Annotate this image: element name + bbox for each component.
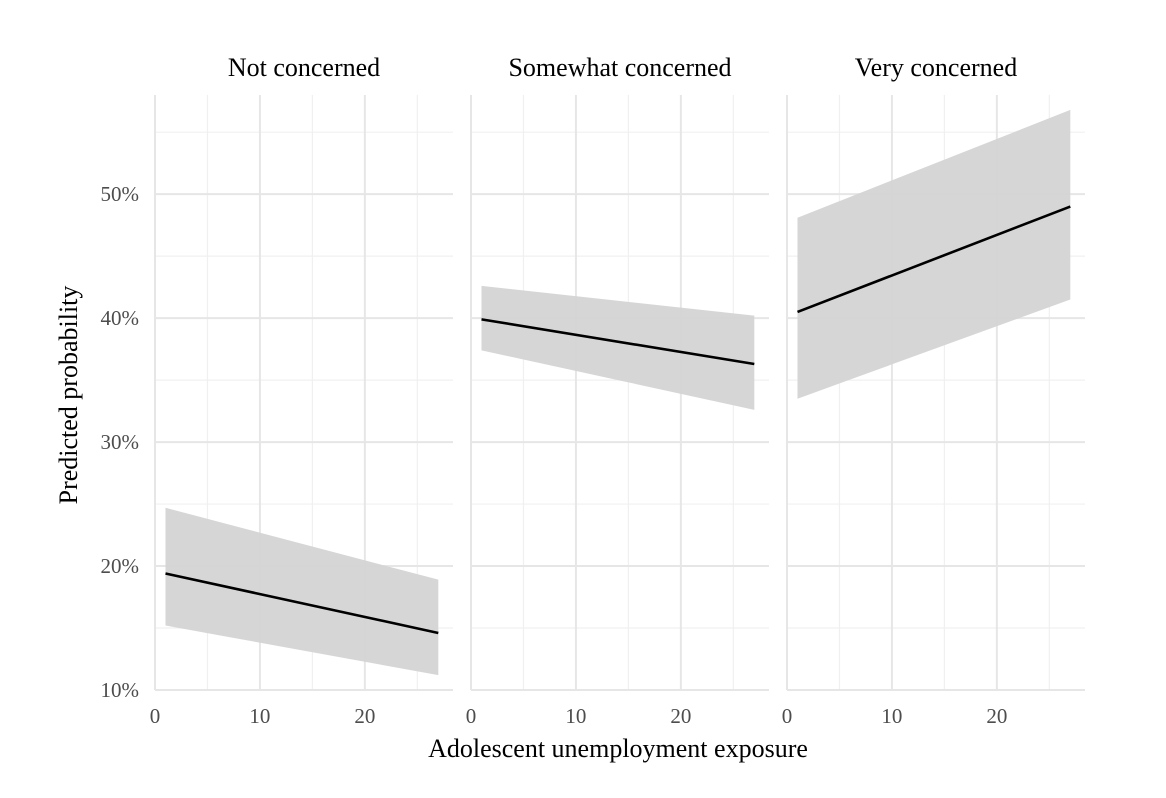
x-tick-label: 0 [782, 704, 793, 728]
x-tick-label: 10 [565, 704, 586, 728]
y-axis: 10% 20% 30% 40% 50% [101, 182, 140, 702]
x-tick-label: 20 [670, 704, 691, 728]
x-tick-label: 0 [150, 704, 161, 728]
y-tick-label: 20% [101, 554, 140, 578]
x-tick-label: 10 [249, 704, 270, 728]
panel-title: Not concerned [228, 53, 380, 82]
y-tick-label: 50% [101, 182, 140, 206]
x-tick-label: 10 [881, 704, 902, 728]
x-tick-label: 0 [466, 704, 477, 728]
fit-line [165, 572, 439, 635]
fit-line [481, 318, 755, 366]
y-tick-label: 10% [101, 678, 140, 702]
x-tick-label: 20 [986, 704, 1007, 728]
facet-panel-1: Not concerned 0 10 20 [150, 53, 453, 728]
y-tick-label: 30% [101, 430, 140, 454]
panel-title: Very concerned [855, 53, 1017, 82]
y-axis-title: Predicted probability [54, 286, 83, 505]
x-tick-label: 20 [354, 704, 375, 728]
x-axis-title: Adolescent unemployment exposure [428, 734, 808, 763]
confidence-ribbon [797, 109, 1071, 399]
y-tick-label: 40% [101, 306, 140, 330]
facet-panel-2: Somewhat concerned 0 10 20 [466, 53, 769, 728]
confidence-ribbon [481, 285, 755, 410]
confidence-ribbon [165, 507, 439, 676]
panels-layer: Not concerned 0 10 20 Somewhat concerned 0 10 2… [150, 53, 1085, 728]
panel-title: Somewhat concerned [508, 53, 731, 82]
facet-panel-3: Very concerned 0 10 20 [782, 53, 1085, 728]
fit-line [797, 205, 1071, 314]
